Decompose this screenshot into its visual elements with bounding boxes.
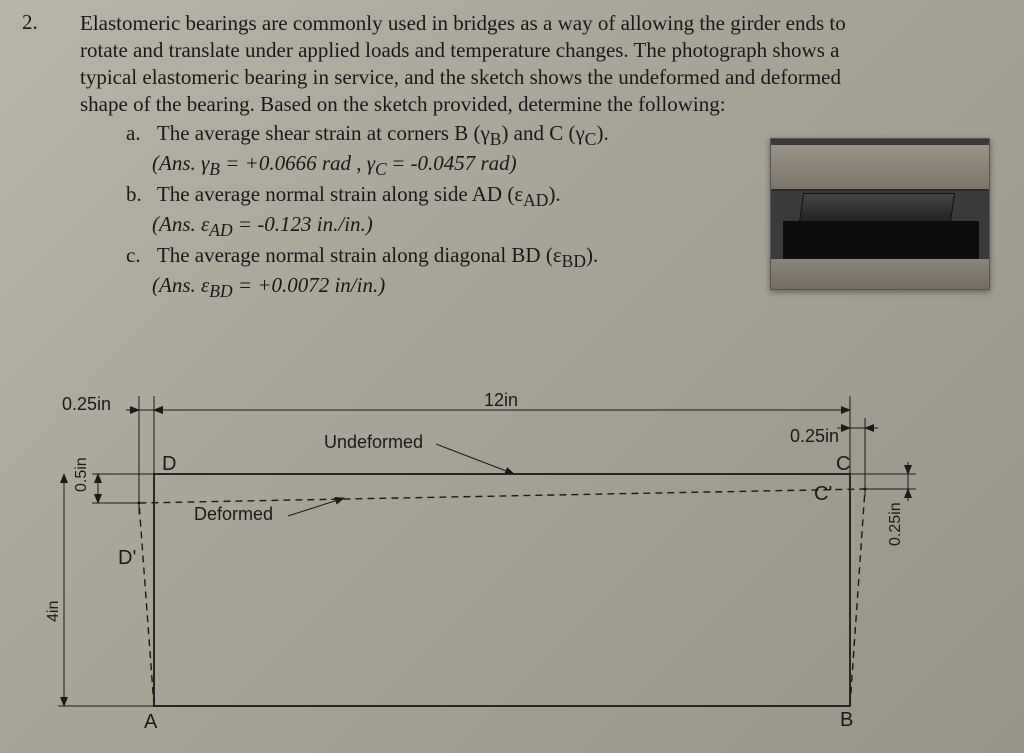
dim-top-right-offset: 0.25in bbox=[790, 426, 839, 446]
label-C: C bbox=[836, 453, 850, 475]
label-deformed: Deformed bbox=[194, 504, 273, 524]
intro-line-1: Elastomeric bearings are commonly used i… bbox=[80, 11, 846, 35]
question-intro: Elastomeric bearings are commonly used i… bbox=[80, 10, 988, 118]
label-A: A bbox=[144, 711, 158, 733]
page: 2. Elastomeric bearings are commonly use… bbox=[0, 0, 1024, 753]
part-b-text: The average normal strain along side AD … bbox=[157, 182, 561, 206]
part-a-text: The average shear strain at corners B (γ… bbox=[157, 121, 609, 145]
bearing-photo bbox=[770, 138, 990, 290]
photo-top-slab bbox=[770, 145, 990, 191]
dim-top-left-offset: 0.25in bbox=[62, 394, 111, 414]
part-c-text: The average normal strain along diagonal… bbox=[157, 243, 598, 267]
part-b-label: b. bbox=[126, 181, 152, 208]
dim-width: 12in bbox=[484, 390, 518, 410]
label-B: B bbox=[840, 709, 853, 731]
sketch-diagram: 12in 0.25in 0.25in Undeformed bbox=[44, 386, 984, 726]
sketch-svg: 12in 0.25in 0.25in Undeformed bbox=[44, 386, 984, 746]
part-c-label: c. bbox=[126, 242, 152, 269]
label-Dprime: D' bbox=[118, 547, 136, 569]
dim-right-drop: 0.25in bbox=[887, 502, 904, 546]
question-number: 2. bbox=[22, 10, 38, 35]
dim-left-drop: 0.5in bbox=[73, 457, 90, 492]
label-undeformed: Undeformed bbox=[324, 432, 423, 452]
dim-height: 4in bbox=[45, 601, 62, 622]
label-Cprime: C' bbox=[814, 483, 832, 505]
intro-line-4: shape of the bearing. Based on the sketc… bbox=[80, 92, 726, 116]
intro-line-2: rotate and translate under applied loads… bbox=[80, 38, 839, 62]
part-a-label: a. bbox=[126, 120, 152, 147]
photo-bearing bbox=[799, 193, 955, 223]
label-D: D bbox=[162, 453, 176, 475]
intro-line-3: typical elastomeric bearing in service, … bbox=[80, 65, 841, 89]
photo-bottom-slab bbox=[770, 259, 990, 290]
